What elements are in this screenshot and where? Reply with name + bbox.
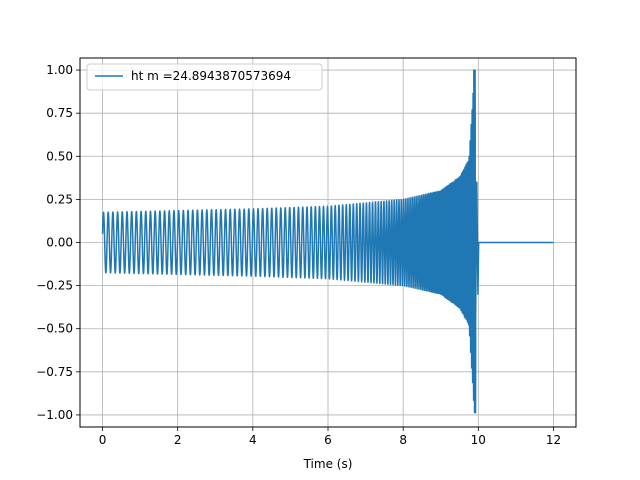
legend-label: ht m =24.8943870573694 (131, 69, 291, 83)
legend-frame (86, 63, 323, 91)
y-tick-label: −0.25 (36, 279, 73, 293)
legend: ht m =24.8943870573694 (86, 63, 323, 91)
x-tick-label: 8 (399, 433, 407, 447)
x-tick-label: 10 (471, 433, 486, 447)
series-line (101, 69, 554, 414)
y-tick-label: 0.50 (46, 149, 73, 163)
x-tick-label: 6 (324, 433, 332, 447)
y-tick-label: 0.00 (46, 236, 73, 250)
x-tick-label: 0 (99, 433, 107, 447)
y-tick-label: −0.75 (36, 365, 73, 379)
y-tick-label: 0.25 (46, 192, 73, 206)
y-tick-label: −0.50 (36, 322, 73, 336)
y-tick-label: 1.00 (46, 63, 73, 77)
plot-area (101, 69, 554, 414)
x-tick-label: 12 (546, 433, 561, 447)
x-tick-label: 2 (174, 433, 182, 447)
x-axis-label: Time (s) (303, 457, 353, 471)
y-tick-label: −1.00 (36, 408, 73, 422)
y-tick-label: 0.75 (46, 106, 73, 120)
x-tick-label: 4 (249, 433, 257, 447)
ticks: 0 2 4 6 8 10 12 1.00 0.75 0.50 0.25 0.00 −0.25 −0.50 −… (36, 63, 561, 447)
